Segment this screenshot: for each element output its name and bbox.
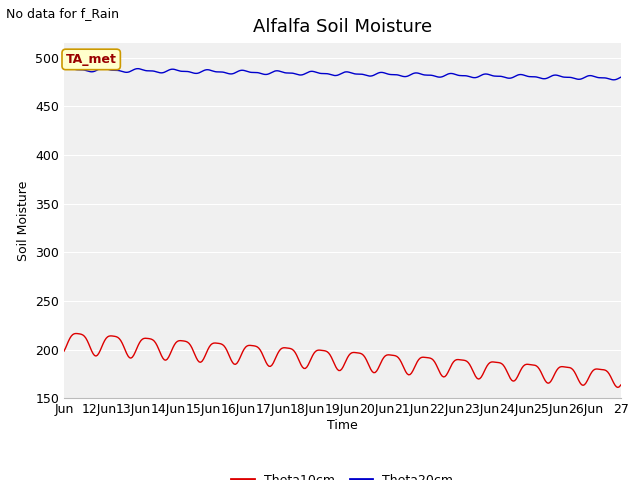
Title: Alfalfa Soil Moisture: Alfalfa Soil Moisture bbox=[253, 18, 432, 36]
Text: TA_met: TA_met bbox=[66, 53, 116, 66]
X-axis label: Time: Time bbox=[327, 419, 358, 432]
Text: No data for f_Rain: No data for f_Rain bbox=[6, 7, 120, 20]
Y-axis label: Soil Moisture: Soil Moisture bbox=[17, 180, 29, 261]
Legend: Theta10cm, Theta20cm: Theta10cm, Theta20cm bbox=[227, 468, 458, 480]
